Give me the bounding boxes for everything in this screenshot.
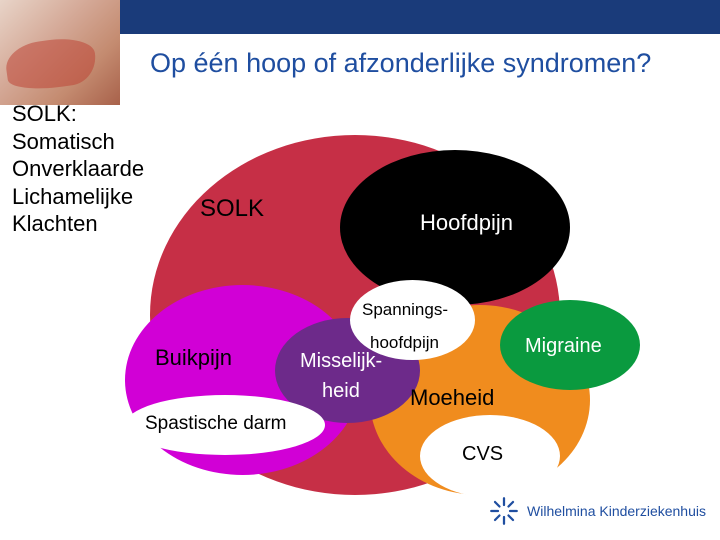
venn-label-solk: SOLK bbox=[200, 195, 264, 223]
logo-icon bbox=[489, 496, 519, 526]
venn-label-spastisch: Spastische darm bbox=[145, 413, 287, 435]
def-line: Somatisch bbox=[12, 128, 144, 156]
slide-title: Op één hoop of afzonderlijke syndromen? bbox=[150, 48, 651, 79]
venn-label-moeheid: Moeheid bbox=[410, 385, 494, 411]
def-line: Klachten bbox=[12, 210, 144, 238]
venn-label-cvs: CVS bbox=[462, 443, 503, 466]
hospital-logo: Wilhelmina Kinderziekenhuis bbox=[489, 496, 706, 526]
venn-label-shoofd: hoofdpijn bbox=[370, 333, 439, 353]
def-line: SOLK: bbox=[12, 100, 144, 128]
def-line: Onverklaarde bbox=[12, 155, 144, 183]
venn-label-buikpijn: Buikpijn bbox=[155, 345, 232, 371]
venn-label-migraine: Migraine bbox=[525, 335, 602, 358]
logo-text: Wilhelmina Kinderziekenhuis bbox=[527, 503, 706, 519]
venn-label-misselijk: Misselijk- bbox=[300, 350, 382, 373]
def-line: Lichamelijke bbox=[12, 183, 144, 211]
venn-label-heid: heid bbox=[322, 380, 360, 403]
venn-label-hoofdpijn: Hoofdpijn bbox=[420, 210, 513, 236]
header-painting bbox=[0, 0, 120, 105]
venn-label-spannings: Spannings- bbox=[362, 300, 448, 320]
solk-definition: SOLK: Somatisch Onverklaarde Lichamelijk… bbox=[12, 100, 144, 238]
slide: Op één hoop of afzonderlijke syndromen? … bbox=[0, 0, 720, 540]
